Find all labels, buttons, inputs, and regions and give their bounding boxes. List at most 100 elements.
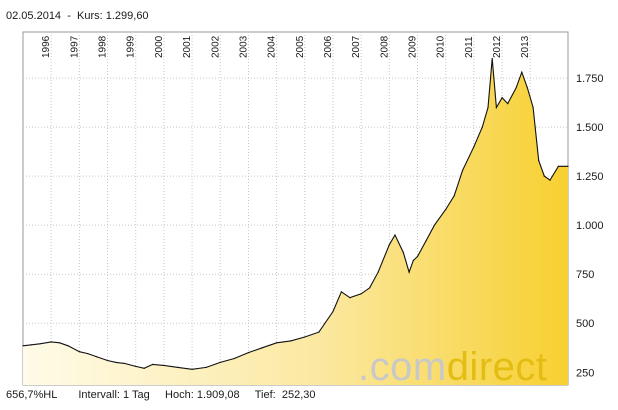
data-point	[394, 234, 396, 236]
x-tick-label: 2008	[379, 35, 390, 58]
data-point	[115, 361, 117, 363]
data-point	[538, 159, 540, 162]
x-tick-label: 2007	[351, 35, 362, 58]
data-point	[433, 224, 435, 226]
x-tick-label: 1999	[126, 35, 137, 58]
y-tick-label: 1.250	[576, 171, 604, 183]
data-point	[78, 351, 80, 353]
data-point	[526, 87, 529, 89]
x-tick-label: 2013	[520, 35, 531, 58]
data-point	[205, 366, 207, 368]
data-point	[402, 252, 404, 254]
data-point	[487, 106, 489, 109]
data-point	[557, 165, 560, 167]
data-point	[369, 287, 371, 289]
data-point	[340, 291, 342, 293]
data-point	[191, 368, 193, 370]
data-point	[233, 357, 235, 360]
data-point	[481, 126, 483, 128]
low-label: Tief:	[254, 389, 276, 401]
x-tick-label: 1998	[98, 35, 109, 58]
data-point	[59, 342, 61, 344]
y-tick-label: 1.750	[576, 73, 604, 85]
data-point	[143, 367, 145, 369]
data-point	[515, 87, 517, 89]
high-label: Hoch:	[165, 389, 194, 401]
x-tick-label: 2005	[295, 35, 306, 58]
data-point	[135, 365, 137, 367]
x-tick-label: 2000	[154, 35, 165, 58]
data-point	[549, 179, 551, 181]
data-point	[123, 362, 125, 364]
data-point	[501, 97, 503, 99]
data-point	[30, 344, 33, 346]
y-tick-label: 1.000	[576, 220, 604, 232]
data-point	[473, 146, 475, 148]
data-point	[67, 345, 69, 347]
y-tick-label: 1.500	[576, 122, 604, 134]
x-tick-label: 2011	[464, 36, 475, 58]
x-tick-label: 2009	[408, 35, 419, 58]
price-label: Kurs:	[76, 10, 103, 22]
data-point	[349, 297, 351, 299]
data-point	[462, 169, 464, 171]
data-point	[50, 341, 52, 343]
data-point	[532, 106, 534, 109]
data-point	[425, 240, 427, 242]
data-point	[304, 336, 306, 338]
low-value: 252,30	[281, 389, 316, 401]
data-point	[360, 293, 362, 295]
x-tick-label: 2006	[323, 35, 334, 58]
data-point	[39, 343, 41, 345]
quote-header: 02.05.2014 - Kurs: 1.299,60	[6, 10, 149, 22]
data-point	[388, 244, 390, 246]
data-point	[408, 271, 410, 273]
y-tick-label: 250	[576, 367, 594, 379]
interval-value: 1 Tag	[123, 389, 150, 401]
data-point	[219, 361, 221, 363]
data-point	[95, 356, 97, 358]
x-tick-label: 2012	[492, 35, 503, 58]
data-point	[445, 208, 447, 211]
x-tick-label: 2004	[267, 35, 278, 58]
high-value: 1.909,08	[196, 389, 240, 401]
data-point	[22, 345, 24, 347]
data-point	[377, 271, 379, 273]
data-point	[106, 359, 109, 362]
data-point	[491, 57, 493, 60]
data-point	[177, 366, 179, 368]
x-tick-label: 2002	[210, 35, 221, 58]
data-point	[412, 259, 414, 262]
interval-label: Intervall:	[78, 389, 120, 401]
comdirect-watermark: .comdirect	[358, 345, 548, 389]
data-point	[507, 103, 509, 105]
price-area	[23, 58, 568, 385]
x-tick-label: 2003	[238, 35, 249, 58]
price-line	[22, 58, 568, 370]
y-tick-label: 500	[576, 318, 594, 330]
data-point	[87, 353, 89, 355]
x-tick-label: 1997	[69, 35, 80, 58]
price-value: 1.299,60	[105, 10, 149, 22]
data-point	[543, 175, 545, 177]
data-point	[567, 165, 569, 167]
x-tick-label: 2010	[436, 35, 447, 58]
x-tick-label: 1996	[41, 35, 52, 58]
y-tick-label: 750	[576, 269, 594, 281]
x-tick-label: 2001	[182, 35, 193, 58]
data-point	[453, 195, 455, 197]
data-point	[261, 347, 264, 349]
data-point	[290, 340, 292, 342]
data-point	[332, 310, 334, 313]
data-point	[495, 106, 497, 109]
data-point	[276, 342, 278, 344]
data-point	[163, 364, 165, 366]
data-point	[416, 255, 419, 258]
stats-footer: 656,7%HL Intervall: 1 Tag Hoch: 1.909,08…	[6, 389, 316, 401]
quote-date: 02.05.2014	[6, 10, 62, 22]
data-point	[521, 71, 523, 73]
data-point	[247, 352, 249, 354]
quote-separator: -	[67, 10, 71, 22]
